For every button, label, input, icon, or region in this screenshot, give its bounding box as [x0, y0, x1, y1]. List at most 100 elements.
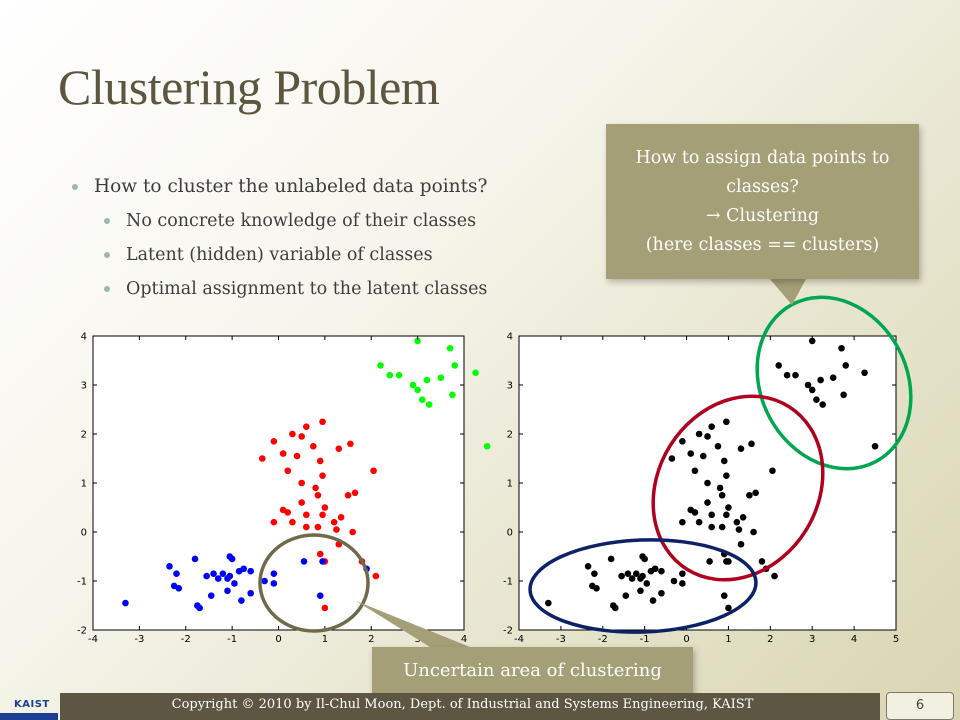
bullet-dot-icon	[104, 218, 110, 224]
bullet-text: How to cluster the unlabeled data points…	[94, 176, 488, 197]
plot-area-left	[93, 336, 464, 630]
page-number: 6	[886, 692, 954, 720]
bullet-item: How to cluster the unlabeled data points…	[70, 170, 590, 204]
data-point	[769, 467, 776, 475]
data-point	[704, 433, 711, 440]
callout-line: classes?	[726, 176, 799, 197]
data-point	[333, 526, 340, 533]
data-point	[838, 344, 845, 352]
data-point	[319, 558, 326, 565]
data-point	[196, 604, 203, 612]
data-point	[270, 518, 278, 526]
data-point	[758, 558, 766, 565]
callout-line: (here classes == clusters)	[645, 234, 880, 255]
data-point	[691, 509, 699, 516]
data-point	[319, 511, 326, 519]
data-point	[817, 376, 824, 384]
y-tick-label: 1	[507, 479, 513, 490]
bullet-text: Latent (hidden) variable of classes	[126, 245, 433, 265]
data-point	[386, 371, 394, 379]
data-point	[289, 430, 296, 438]
x-tick-label: -1	[640, 634, 650, 645]
data-point	[284, 467, 292, 475]
data-point	[691, 467, 699, 475]
data-point	[261, 577, 268, 585]
data-point	[173, 570, 180, 577]
data-point	[624, 570, 632, 577]
data-point	[716, 484, 724, 492]
data-point	[723, 472, 730, 479]
data-point	[298, 433, 305, 440]
data-point	[337, 514, 345, 521]
x-tick-label: -1	[227, 634, 237, 645]
data-point	[303, 511, 310, 519]
data-point	[639, 572, 646, 580]
x-tick-label: -2	[181, 634, 191, 645]
data-point	[321, 504, 329, 511]
data-point	[792, 371, 799, 379]
data-point	[270, 570, 278, 577]
data-point	[861, 369, 868, 377]
data-point	[289, 518, 296, 526]
x-tick-label: -4	[88, 634, 98, 645]
data-point	[446, 344, 454, 352]
x-tick-label: 4	[851, 634, 857, 645]
red-cluster-ellipse	[651, 394, 825, 582]
data-point	[708, 511, 715, 519]
uncertain-area-circle	[258, 533, 370, 633]
data-point	[593, 585, 600, 592]
data-point	[377, 362, 384, 369]
callout-top-pointer	[770, 279, 806, 305]
x-tick-label: 2	[767, 634, 773, 645]
data-point	[247, 567, 254, 575]
x-tick-label: 3	[809, 634, 815, 645]
data-point	[319, 472, 326, 479]
data-point	[618, 572, 625, 580]
data-point	[725, 604, 732, 612]
sub-bullet-item: Latent (hidden) variable of classes	[70, 238, 590, 272]
data-point	[668, 455, 676, 462]
data-point	[414, 386, 421, 394]
callout-top: How to assign data points to classes? → …	[606, 124, 919, 279]
data-point	[687, 450, 695, 457]
data-point	[704, 479, 711, 487]
data-point	[191, 555, 199, 563]
footer-bar	[60, 693, 880, 720]
x-tick-label: 1	[322, 634, 328, 645]
y-tick-label: -2	[77, 626, 87, 637]
data-point	[349, 528, 357, 536]
data-point	[316, 550, 324, 558]
bullet-text: No concrete knowledge of their classes	[126, 211, 477, 231]
data-point	[670, 577, 678, 585]
data-point	[279, 450, 287, 457]
data-point	[224, 587, 231, 595]
slide-title: Clustering Problem	[58, 59, 440, 115]
kaist-logo: KAIST	[14, 699, 50, 710]
data-point	[207, 592, 215, 599]
data-point	[312, 484, 319, 492]
bullet-dot-icon	[104, 286, 110, 292]
data-point	[210, 570, 217, 577]
callout-line: How to assign data points to	[635, 147, 890, 168]
callout-line: → Clustering	[705, 205, 820, 226]
data-point	[651, 565, 659, 573]
data-point	[247, 589, 254, 597]
data-point	[808, 337, 816, 345]
data-point	[733, 518, 741, 526]
x-tick-label: 3	[414, 634, 420, 645]
data-point	[258, 455, 266, 462]
data-point	[270, 438, 278, 445]
data-point	[718, 491, 726, 499]
data-point	[270, 580, 278, 587]
data-point	[783, 371, 791, 379]
data-point	[483, 442, 491, 450]
blue-cluster-ellipse	[528, 538, 758, 634]
bullet-list: How to cluster the unlabeled data points…	[70, 170, 590, 306]
data-point	[735, 526, 743, 533]
data-point	[316, 457, 324, 465]
data-point	[658, 567, 665, 575]
data-point	[752, 489, 759, 497]
data-point	[632, 570, 640, 577]
data-point	[706, 558, 713, 565]
data-point	[737, 540, 745, 548]
